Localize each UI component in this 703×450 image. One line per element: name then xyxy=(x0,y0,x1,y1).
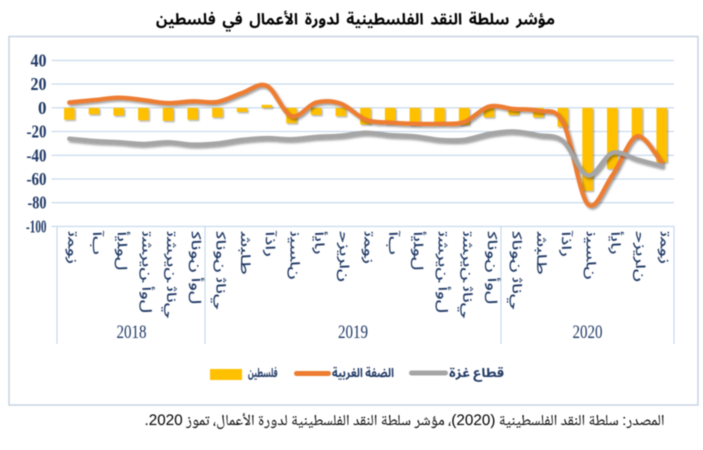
svg-text:2018: 2018 xyxy=(117,322,147,343)
svg-text:2019: 2019 xyxy=(338,322,368,343)
svg-text:-80: -80 xyxy=(28,193,47,213)
svg-text:2020: 2020 xyxy=(573,322,603,343)
svg-text:-40: -40 xyxy=(27,145,47,165)
svg-text:40: 40 xyxy=(31,50,47,70)
svg-text:-20: -20 xyxy=(27,122,47,142)
svg-text:-100: -100 xyxy=(26,216,47,236)
svg-text:-60: -60 xyxy=(27,169,47,189)
svg-text:20: 20 xyxy=(31,74,47,94)
svg-text:0: 0 xyxy=(38,98,47,118)
